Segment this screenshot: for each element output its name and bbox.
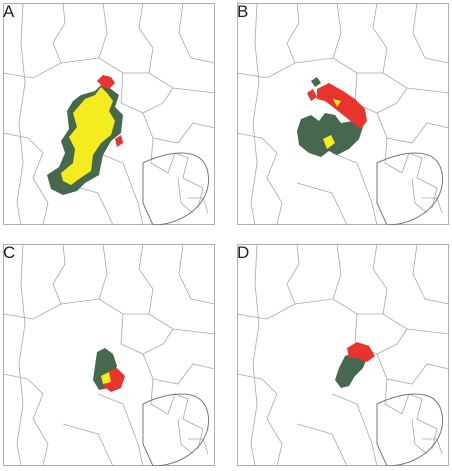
map-c: [3, 244, 215, 466]
admin-boundaries: [237, 3, 449, 225]
map-panel-b: B: [237, 3, 449, 225]
range-shapes: [47, 75, 123, 195]
admin-boundaries: [237, 244, 449, 466]
map-panel-c: C: [3, 244, 215, 466]
map-a: [3, 3, 215, 225]
range-shapes: [93, 348, 125, 392]
panel-label: A: [3, 2, 15, 21]
admin-boundaries: [3, 244, 215, 466]
map-panel-a: A: [3, 3, 215, 225]
range-shapes: [297, 77, 367, 157]
coastline: [376, 393, 443, 466]
coastline: [142, 393, 209, 466]
panel-label: C: [3, 243, 16, 262]
panel-label: B: [237, 2, 249, 21]
map-panel-d: D: [237, 244, 449, 466]
map-d: [237, 244, 449, 466]
admin-boundaries: [3, 3, 215, 225]
panel-label: D: [237, 243, 250, 262]
coastline: [142, 152, 209, 225]
coastline: [376, 152, 443, 225]
map-b: [237, 3, 449, 225]
range-shapes: [335, 342, 375, 388]
